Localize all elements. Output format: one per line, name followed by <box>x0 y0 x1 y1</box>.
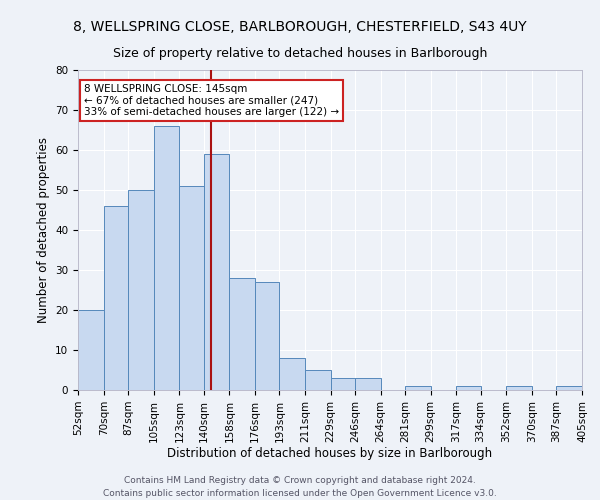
Bar <box>405 386 431 390</box>
Bar <box>355 378 380 390</box>
Text: 8, WELLSPRING CLOSE, BARLBOROUGH, CHESTERFIELD, S43 4UY: 8, WELLSPRING CLOSE, BARLBOROUGH, CHESTE… <box>73 20 527 34</box>
Bar <box>506 386 532 390</box>
Bar <box>128 190 154 390</box>
Bar <box>280 358 305 390</box>
Bar <box>104 206 128 390</box>
Bar <box>229 278 255 390</box>
Bar <box>556 386 582 390</box>
Bar <box>457 386 481 390</box>
Bar <box>179 186 203 390</box>
Text: Contains HM Land Registry data © Crown copyright and database right 2024.
Contai: Contains HM Land Registry data © Crown c… <box>103 476 497 498</box>
Text: 8 WELLSPRING CLOSE: 145sqm
← 67% of detached houses are smaller (247)
33% of sem: 8 WELLSPRING CLOSE: 145sqm ← 67% of deta… <box>84 84 339 117</box>
Bar <box>203 154 229 390</box>
Bar <box>305 370 331 390</box>
Bar <box>255 282 280 390</box>
Text: Size of property relative to detached houses in Barlborough: Size of property relative to detached ho… <box>113 48 487 60</box>
X-axis label: Distribution of detached houses by size in Barlborough: Distribution of detached houses by size … <box>167 448 493 460</box>
Bar <box>331 378 355 390</box>
Bar <box>154 126 179 390</box>
Y-axis label: Number of detached properties: Number of detached properties <box>37 137 50 323</box>
Bar <box>78 310 104 390</box>
